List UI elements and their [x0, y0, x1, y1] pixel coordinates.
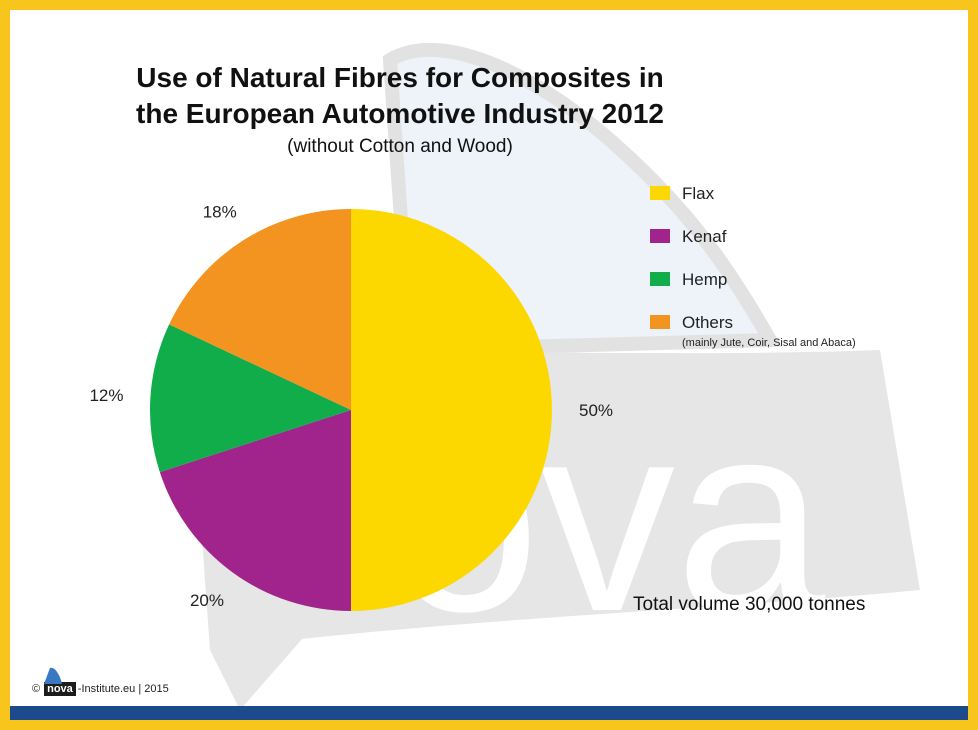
- slice-label-others: 18%: [203, 203, 237, 222]
- legend-label-kenaf: Kenaf: [682, 227, 727, 246]
- legend-swatch-flax: [650, 186, 670, 200]
- legend-label-others: Others: [682, 313, 733, 332]
- copyright-symbol: ©: [32, 683, 41, 695]
- legend-swatch-others: [650, 315, 670, 329]
- bottom-bar: [10, 706, 968, 720]
- slice-label-hemp: 12%: [89, 386, 123, 405]
- legend-swatch-kenaf: [650, 229, 670, 243]
- chart-title: Use of Natural Fibres for Composites in …: [136, 62, 664, 129]
- pie-slice-flax: [351, 209, 552, 611]
- pie-slice-others: [169, 209, 351, 410]
- footer-credit: © nova -Institute.eu | 2015: [32, 667, 169, 696]
- pie-chart: 50% 20% 12% 18% Flax Kenaf Hemp Others (mainly J…: [89, 184, 856, 611]
- nova-logo: nova: [44, 667, 76, 696]
- legend-label-hemp: Hemp: [682, 270, 727, 289]
- slice-label-kenaf: 20%: [190, 591, 224, 610]
- logo-wing-icon: [44, 667, 63, 684]
- chart-subtitle: (without Cotton and Wood): [287, 136, 513, 157]
- legend-label-flax: Flax: [682, 184, 715, 203]
- legend-others-note: (mainly Jute, Coir, Sisal and Abaca): [682, 337, 856, 349]
- chart-frame: ova Use of Natural Fibres for Composites…: [10, 10, 968, 720]
- total-volume-annotation: Total volume 30,000 tonnes: [633, 594, 866, 615]
- footer-suffix: -Institute.eu | 2015: [77, 683, 169, 695]
- slice-label-flax: 50%: [579, 401, 613, 420]
- pie-slice-kenaf: [159, 410, 351, 611]
- legend-swatch-hemp: [650, 272, 670, 286]
- pie-slice-hemp: [150, 324, 351, 473]
